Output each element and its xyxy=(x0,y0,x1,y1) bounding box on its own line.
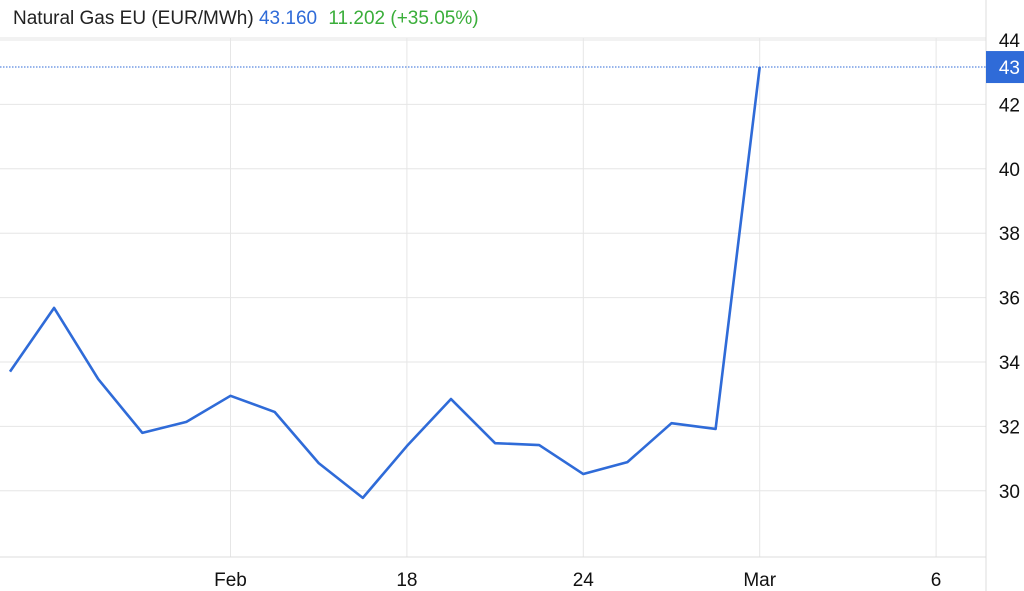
y-tick-label: 44 xyxy=(999,31,1021,52)
x-tick-label: 6 xyxy=(931,570,942,591)
price-tag-label: 43 xyxy=(999,58,1020,79)
y-tick-label: 40 xyxy=(999,160,1020,181)
price-line xyxy=(8,66,761,500)
last-price: 43.160 xyxy=(258,8,318,29)
x-tick-label: 24 xyxy=(573,570,595,591)
y-tick-label: 38 xyxy=(999,224,1020,245)
x-tick-label: Mar xyxy=(743,570,776,591)
y-tick-label: 42 xyxy=(999,95,1020,116)
y-tick-label: 30 xyxy=(999,482,1020,503)
price-tag xyxy=(986,51,1024,84)
chart-header: Natural Gas EU (EUR/MWh) 43.160 11.202 (… xyxy=(13,8,479,30)
x-tick-label: 18 xyxy=(396,570,417,591)
y-tick-label: 32 xyxy=(999,417,1020,438)
y-tick-label: 34 xyxy=(999,353,1021,374)
x-tick-label: Feb xyxy=(214,570,247,591)
y-tick-label: 36 xyxy=(999,289,1020,310)
chart-title: Natural Gas EU (EUR/MWh) xyxy=(13,8,254,29)
price-change: 11.202 (+35.05%) xyxy=(328,8,479,29)
